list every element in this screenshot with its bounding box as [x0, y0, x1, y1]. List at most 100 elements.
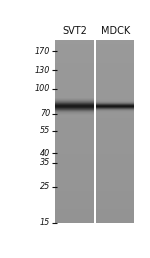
- Text: 15: 15: [40, 218, 50, 227]
- Bar: [96, 182, 134, 186]
- Bar: [55, 186, 94, 191]
- Bar: [55, 106, 94, 107]
- Bar: [96, 100, 134, 101]
- Bar: [96, 163, 134, 168]
- Bar: [55, 108, 94, 109]
- Bar: [55, 177, 94, 182]
- Bar: [55, 112, 94, 113]
- Bar: [55, 172, 94, 177]
- Text: 130: 130: [35, 66, 50, 75]
- Bar: [55, 150, 94, 154]
- Bar: [55, 99, 94, 104]
- Bar: [96, 131, 134, 136]
- Bar: [55, 182, 94, 186]
- Bar: [96, 172, 134, 177]
- Bar: [55, 145, 94, 150]
- Bar: [96, 109, 134, 110]
- Bar: [55, 100, 94, 101]
- Bar: [55, 104, 94, 108]
- Bar: [96, 111, 134, 112]
- Text: MDCK: MDCK: [101, 26, 130, 36]
- Bar: [96, 127, 134, 131]
- Bar: [55, 99, 94, 100]
- Bar: [55, 86, 94, 90]
- Bar: [55, 163, 94, 168]
- Bar: [96, 195, 134, 200]
- Bar: [96, 168, 134, 172]
- Text: 100: 100: [35, 84, 50, 93]
- Bar: [96, 112, 134, 113]
- Bar: [55, 72, 94, 76]
- Bar: [55, 40, 94, 44]
- Bar: [55, 136, 94, 140]
- Bar: [96, 136, 134, 140]
- Bar: [96, 86, 134, 90]
- Bar: [55, 159, 94, 163]
- Bar: [96, 113, 134, 118]
- Bar: [96, 40, 134, 44]
- Text: 35: 35: [40, 158, 50, 167]
- Bar: [96, 154, 134, 159]
- Bar: [55, 76, 94, 81]
- Bar: [96, 90, 134, 95]
- Bar: [96, 102, 134, 103]
- Bar: [96, 218, 134, 223]
- Bar: [96, 145, 134, 150]
- Bar: [96, 107, 134, 108]
- Bar: [55, 81, 94, 86]
- Bar: [55, 54, 94, 58]
- Bar: [96, 177, 134, 182]
- Bar: [55, 154, 94, 159]
- Text: 70: 70: [40, 109, 50, 118]
- Bar: [96, 108, 134, 113]
- Bar: [96, 104, 134, 105]
- Bar: [96, 102, 134, 103]
- Bar: [96, 112, 134, 113]
- Bar: [96, 67, 134, 72]
- Bar: [55, 98, 94, 99]
- Bar: [55, 195, 94, 200]
- Bar: [96, 111, 134, 112]
- Bar: [55, 209, 94, 214]
- Bar: [55, 191, 94, 195]
- Bar: [55, 49, 94, 54]
- Bar: [55, 44, 94, 49]
- Bar: [96, 107, 134, 108]
- Bar: [55, 113, 94, 118]
- Bar: [55, 90, 94, 95]
- Bar: [96, 104, 134, 108]
- Bar: [55, 122, 94, 127]
- Bar: [96, 105, 134, 106]
- Bar: [96, 95, 134, 99]
- Bar: [96, 214, 134, 218]
- Bar: [55, 107, 94, 108]
- Bar: [55, 110, 94, 111]
- Bar: [96, 101, 134, 102]
- Bar: [96, 186, 134, 191]
- Bar: [96, 81, 134, 86]
- Bar: [96, 159, 134, 163]
- Bar: [96, 118, 134, 122]
- Bar: [96, 103, 134, 104]
- Bar: [96, 106, 134, 107]
- Bar: [96, 76, 134, 81]
- Bar: [55, 109, 94, 110]
- Bar: [55, 112, 94, 113]
- Bar: [96, 140, 134, 145]
- Bar: [55, 131, 94, 136]
- Bar: [96, 110, 134, 111]
- Bar: [96, 103, 134, 104]
- Bar: [55, 108, 94, 113]
- Bar: [96, 122, 134, 127]
- Bar: [55, 102, 94, 103]
- Bar: [96, 108, 134, 109]
- Bar: [55, 104, 94, 105]
- Bar: [96, 72, 134, 76]
- Bar: [55, 58, 94, 63]
- Bar: [55, 214, 94, 218]
- Bar: [55, 114, 94, 115]
- Bar: [55, 67, 94, 72]
- Bar: [55, 110, 94, 111]
- Bar: [96, 204, 134, 209]
- Text: 25: 25: [40, 182, 50, 191]
